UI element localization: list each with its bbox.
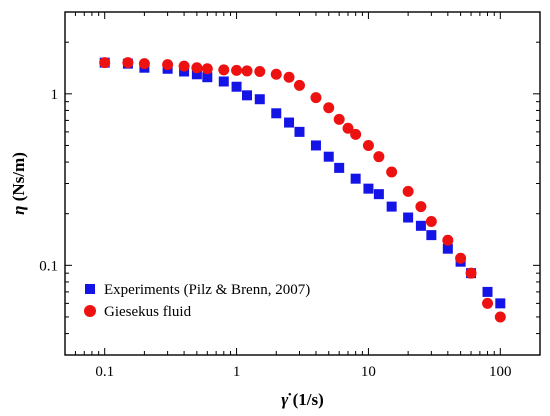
- data-point-giesekus: [254, 65, 266, 77]
- data-point-giesekus: [342, 122, 354, 134]
- data-point-experiments: [323, 151, 334, 162]
- data-point-experiments: [386, 201, 397, 212]
- data-point-experiments: [334, 162, 345, 173]
- data-point-giesekus: [218, 64, 230, 76]
- data-point-giesekus: [191, 62, 203, 74]
- x-axis-symbol: γ̇: [281, 390, 291, 409]
- x-axis-title: γ̇ (1/s): [281, 390, 324, 409]
- y-axis-unit: (Ns/m): [9, 152, 28, 205]
- data-point-giesekus: [373, 151, 385, 163]
- data-point-experiments: [310, 140, 321, 151]
- data-point-experiments: [415, 220, 426, 231]
- data-point-experiments: [294, 126, 305, 137]
- y-tick-label: 0.1: [39, 258, 58, 274]
- x-tick-label: 10: [361, 364, 376, 380]
- data-point-giesekus: [333, 113, 345, 125]
- data-point-giesekus: [323, 102, 335, 114]
- data-point-experiments: [191, 69, 202, 80]
- legend-marker-experiments: [85, 284, 95, 294]
- data-point-giesekus: [122, 57, 134, 69]
- data-point-experiments: [495, 298, 506, 309]
- tick-labels: 0.1 1 10 100 0.1 1: [39, 87, 511, 380]
- data-point-experiments: [271, 108, 282, 119]
- x-tick-label: 100: [489, 364, 512, 380]
- legend: Experiments (Pilz & Brenn, 2007) Gieseku…: [84, 282, 310, 320]
- plot-area: [99, 57, 506, 323]
- data-point-giesekus: [270, 68, 282, 80]
- y-axis-symbol: η: [9, 206, 28, 215]
- data-point-experiments: [363, 183, 374, 194]
- data-point-experiments: [482, 286, 493, 297]
- y-axis-title: η (Ns/m): [9, 152, 28, 215]
- data-point-giesekus: [231, 64, 243, 76]
- data-point-experiments: [231, 81, 242, 92]
- data-point-giesekus: [415, 201, 427, 213]
- data-point-experiments: [426, 230, 437, 241]
- data-point-giesekus: [350, 128, 362, 140]
- data-point-experiments: [242, 90, 253, 101]
- data-point-giesekus: [494, 311, 506, 323]
- data-point-giesekus: [293, 79, 305, 91]
- data-point-giesekus: [482, 297, 494, 309]
- data-point-experiments: [373, 189, 384, 200]
- data-point-giesekus: [241, 65, 253, 77]
- legend-label-giesekus: Giesekus fluid: [104, 304, 192, 320]
- data-point-giesekus: [442, 234, 454, 246]
- data-point-giesekus: [402, 185, 414, 197]
- data-point-experiments: [403, 212, 414, 223]
- data-point-giesekus: [455, 252, 467, 264]
- x-tick-label: 1: [233, 364, 241, 380]
- data-point-experiments: [218, 76, 229, 87]
- data-point-experiments: [284, 117, 295, 128]
- data-point-giesekus: [425, 216, 437, 228]
- data-point-giesekus: [310, 92, 322, 104]
- data-point-giesekus: [201, 63, 213, 75]
- axis-ticks: [64, 11, 541, 356]
- data-point-experiments: [202, 72, 213, 83]
- data-point-experiments: [254, 94, 265, 105]
- data-point-giesekus: [178, 60, 190, 72]
- data-point-giesekus: [138, 58, 150, 70]
- x-axis-unit: (1/s): [288, 390, 323, 409]
- data-point-giesekus: [465, 267, 477, 279]
- legend-marker-giesekus: [84, 305, 96, 317]
- data-point-giesekus: [162, 59, 174, 71]
- data-point-giesekus: [386, 166, 398, 178]
- data-point-giesekus: [283, 71, 295, 83]
- y-tick-label: 1: [51, 87, 59, 103]
- legend-label-experiments: Experiments (Pilz & Brenn, 2007): [104, 282, 310, 298]
- data-point-experiments: [442, 243, 453, 254]
- x-tick-label: 0.1: [95, 364, 114, 380]
- data-point-experiments: [350, 173, 361, 184]
- data-point-giesekus: [362, 139, 374, 151]
- data-point-giesekus: [99, 57, 111, 69]
